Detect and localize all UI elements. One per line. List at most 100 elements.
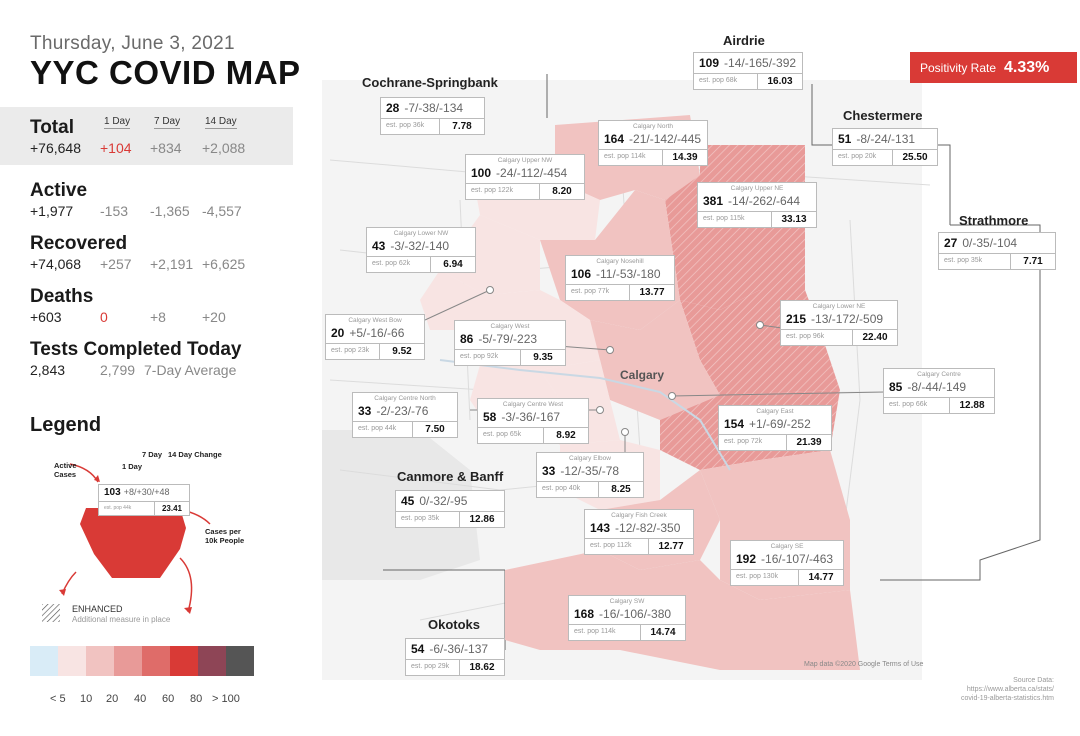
scale-label: 40 [134,693,147,705]
region-box-canmore: 45 0/-32/-95 est. pop 35k 12.86 [395,490,505,528]
scale-label: 60 [162,693,175,705]
legend-example-pop: est. pop 44k [99,502,155,515]
region-population: est. pop 62k [367,257,431,272]
region-active-cases: 33 [542,464,556,478]
region-change: -14/-262/-644 [728,194,801,208]
region-change: -3/-32/-140 [390,239,450,253]
region-box-east: Calgary East 154 +1/-69/-252 est. pop 72k 21… [718,405,832,451]
scale-label: 20 [106,693,119,705]
color-scale [30,646,254,676]
recovered-value: +74,068 [30,256,81,272]
region-box-uppernw: Calgary Upper NW 100 -24/-112/-454 est. pop… [465,154,585,200]
region-rate-per-10k: 16.03 [767,76,793,87]
legend-active-cases: Active Cases [54,461,77,479]
recovered-14day: +6,625 [202,256,246,272]
region-rate-per-10k: 14.39 [672,152,698,163]
region-rate-per-10k: 9.52 [392,346,412,357]
region-active-cases: 86 [460,332,474,346]
region-change: -16/-106/-380 [599,607,672,621]
tests-average-label: 7-Day Average [144,362,237,378]
scale-swatch [114,646,142,676]
region-rate-per-10k: 9.35 [533,352,553,363]
region-population: est. pop 65k [478,428,544,443]
column-head-1day: 1 Day [104,116,131,129]
deaths-label: Deaths [30,286,94,307]
positivity-rate-badge: Positivity Rate 4.33% [910,52,1077,83]
total-label: Total [30,117,74,138]
region-change: -6/-36/-137 [429,642,489,656]
region-population: est. pop 72k [719,435,787,450]
region-box-nosehill: Calgary Nosehill 106 -11/-53/-180 est. pop … [565,255,675,301]
region-rate-per-10k: 8.25 [611,484,631,495]
region-change: -5/-79/-223 [478,332,538,346]
source-url-2[interactable]: covid-19-alberta-statistics.htm [961,695,1054,703]
region-population: est. pop 77k [566,285,630,300]
legend-example-rate: 23.41 [161,504,183,513]
region-rate-per-10k: 12.86 [469,514,495,525]
region-name: Calgary SW [609,598,645,605]
region-active-cases: 28 [386,101,400,115]
region-population: est. pop 40k [537,482,599,497]
region-active-cases: 20 [331,326,345,340]
region-box-westbow: Calgary West Bow 20 +5/-16/-66 est. pop 23k… [325,314,425,360]
source-label: Source Data: [1013,677,1054,684]
column-head-7day: 7 Day [154,116,181,129]
region-change: -16/-107/-463 [761,552,834,566]
positivity-label: Positivity Rate [920,60,997,75]
region-rate-per-10k: 21.39 [796,437,822,448]
scale-swatch [226,646,254,676]
region-box-sw: Calgary SW 168 -16/-106/-380 est. pop 114k 1… [568,595,686,641]
total-14day: +2,088 [202,140,246,156]
tests-average: 2,799 [100,362,136,378]
region-change: -24/-112/-454 [496,166,568,180]
place-okotoks: Okotoks [428,617,481,632]
scale-label: < 5 [50,693,66,705]
total-block [0,107,293,165]
region-active-cases: 381 [703,194,724,208]
positivity-value: 4.33% [1004,58,1050,76]
region-rate-per-10k: 18.62 [469,662,495,673]
region-lower-nw [440,215,540,295]
region-active-cases: 215 [786,312,807,326]
scale-label: > 100 [212,693,240,705]
region-box-north: Calgary North 164 -21/-142/-445 est. pop 11… [598,120,708,166]
column-head-14day: 14 Day [205,116,237,129]
region-change: -12/-35/-78 [560,464,620,478]
region-active-cases: 100 [471,166,492,180]
legend-example-change: +8/+30/+48 [123,487,170,497]
region-name: Calgary West Bow [348,317,402,324]
region-active-cases: 27 [944,236,958,250]
region-name: Calgary North [632,123,674,130]
region-name: Calgary Lower NE [812,303,866,310]
scale-swatch [142,646,170,676]
region-change: -21/-142/-445 [629,132,702,146]
region-change: -14/-165/-392 [724,56,797,70]
region-change: -12/-82/-350 [615,521,681,535]
region-active-cases: 106 [571,267,592,281]
region-population: est. pop 44k [353,422,413,437]
region-population: est. pop 68k [694,74,758,89]
source-url-1[interactable]: https://www.alberta.ca/stats/ [966,686,1054,694]
region-rate-per-10k: 22.40 [862,332,888,343]
region-active-cases: 109 [699,56,720,70]
region-name: Calgary Upper NW [497,157,553,164]
region-change: -8/-44/-149 [907,380,967,394]
region-name: Calgary East [756,408,794,415]
region-active-cases: 54 [411,642,425,656]
region-active-cases: 143 [590,521,611,535]
region-active-cases: 33 [358,404,372,418]
region-population: est. pop 20k [833,150,893,165]
region-change: 0/-32/-95 [419,494,468,508]
region-active-cases: 58 [483,410,497,424]
region-name: Calgary Centre North [374,395,436,402]
region-name: Calgary West [490,323,530,330]
recovered-7day: +2,191 [150,256,194,272]
region-change: -11/-53/-180 [596,267,661,281]
region-box-okotoks: 54 -6/-36/-137 est. pop 29k 18.62 [405,638,505,676]
bow-river [439,359,731,471]
region-box-lowerne: Calgary Lower NE 215 -13/-172/-509 est. pop… [780,300,898,346]
legend-cases-per-10k: Cases per 10k People [205,527,245,545]
region-name: Calgary SE [770,543,804,550]
region-box-elbow: Calgary Elbow 33 -12/-35/-78 est. pop 40k 8.… [536,452,644,498]
